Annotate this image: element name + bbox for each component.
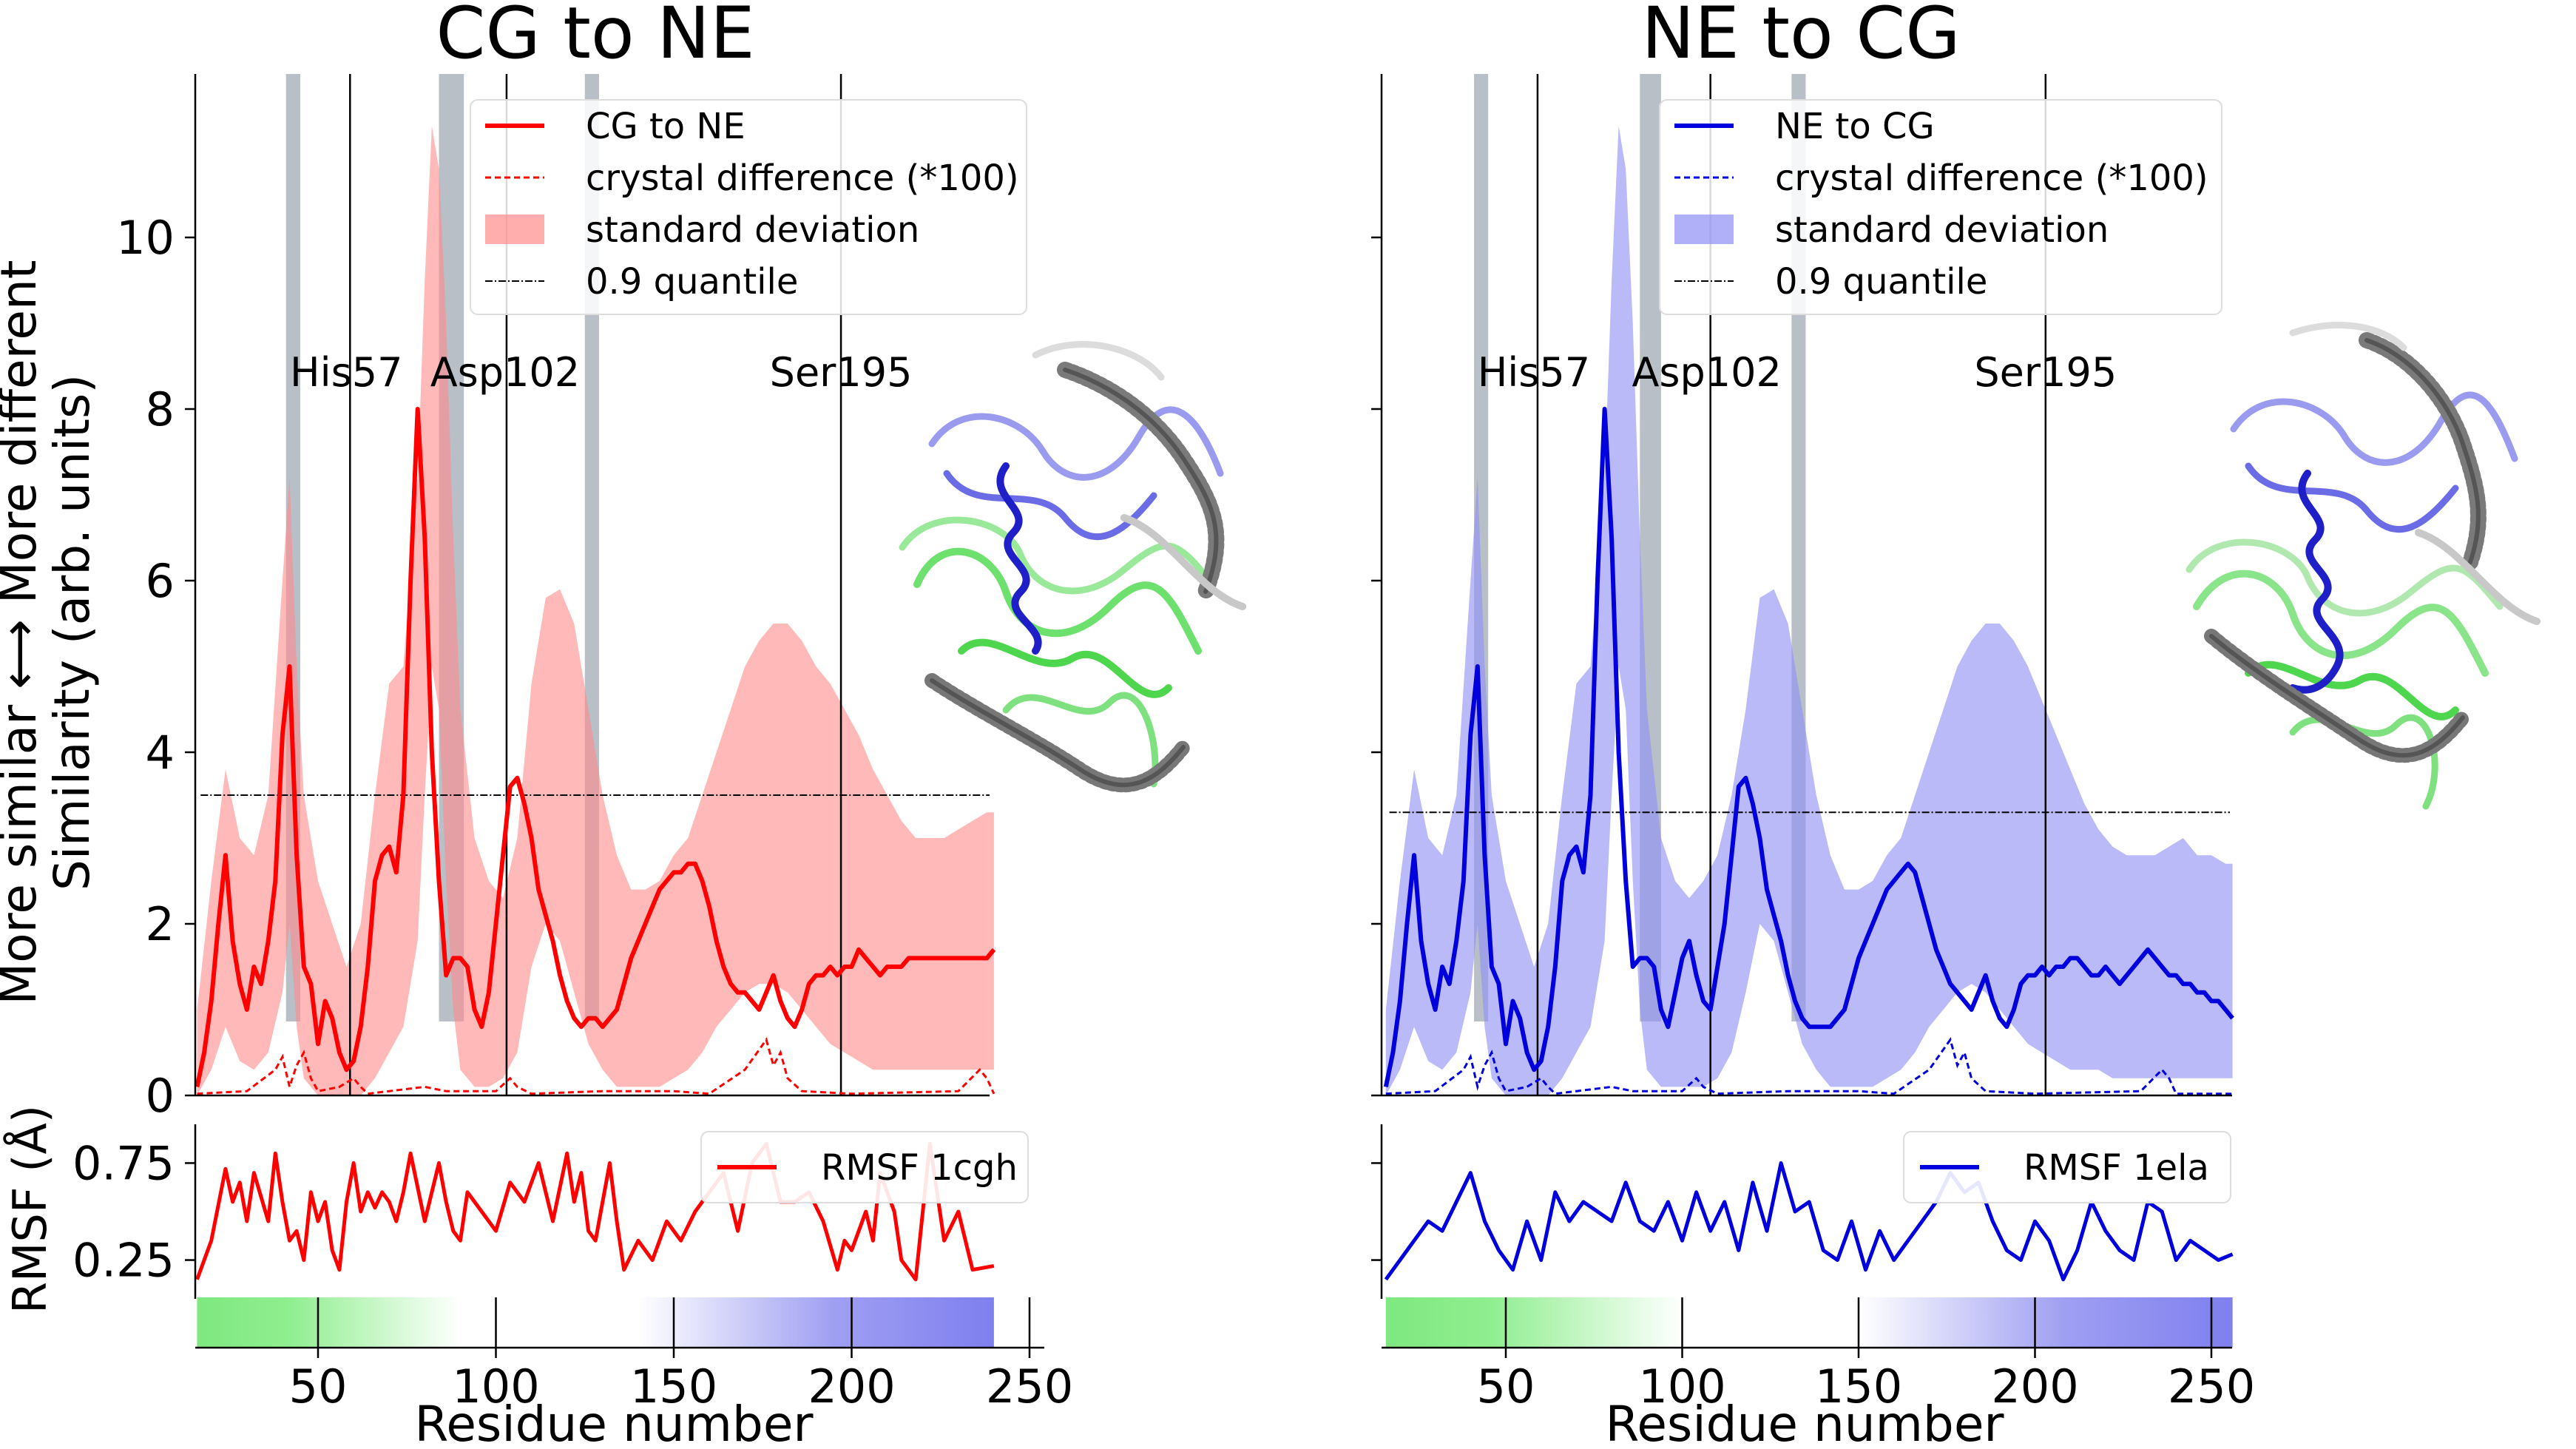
y-tick-label: 4 <box>146 726 175 780</box>
right-x-tick-label: 200 <box>1991 1360 2078 1413</box>
left-similarity-line <box>195 407 996 1088</box>
left-legend-box <box>470 99 1027 315</box>
protein-structure-right <box>2185 322 2540 810</box>
right-legend-band-swatch <box>1674 215 1734 244</box>
right-std-band <box>1385 126 2233 1096</box>
rmsf-y-tick-label: 0.75 <box>72 1136 175 1190</box>
right-colorbar-panel: 50 100 150 200 250 <box>1382 1297 2255 1413</box>
left-rmsf-line <box>195 1141 995 1282</box>
left-x-tick-label: 200 <box>808 1360 895 1413</box>
left-rmsf-legend: RMSF 1cgh <box>700 1131 1029 1203</box>
right-x-tick-label: 50 <box>1477 1360 1535 1413</box>
right-legend-label: standard deviation <box>1775 209 2109 251</box>
main-ylabel-line1: More similar ⟷ More different <box>0 260 47 1004</box>
left-colorbar-panel: 50 100 150 200 250 <box>195 1297 1073 1413</box>
right-xlabel: Residue number <box>1605 1396 2004 1449</box>
right-residue-label: Ser195 <box>1974 349 2117 396</box>
left-x-tick-label: 50 <box>289 1360 348 1413</box>
right-residue-label: Asp102 <box>1632 349 1781 396</box>
right-x-tick-label: 100 <box>1638 1360 1725 1413</box>
right-x-tick-label: 250 <box>2168 1360 2255 1413</box>
left-xlabel: Residue number <box>414 1396 814 1449</box>
right-legend: NE to CG crystal difference (*100) standar… <box>1659 99 2222 315</box>
left-rmsf-legend-box <box>700 1131 1029 1203</box>
left-legend-label: 0.9 quantile <box>586 261 798 303</box>
right-residue-label: His57 <box>1478 349 1590 396</box>
rmsf-y-tick-label: 0.25 <box>72 1234 175 1288</box>
right-blue-gradient <box>1859 1297 2233 1348</box>
left-legend-label: CG to NE <box>586 106 746 147</box>
left-legend-label: crystal difference (*100) <box>586 158 1019 199</box>
right-crystal-diff-line <box>1385 1037 2233 1095</box>
left-rmsf-legend-label: RMSF 1cgh <box>821 1147 1018 1189</box>
right-rmsf-legend-label: RMSF 1ela <box>2024 1147 2209 1189</box>
rmsf-ylabel: RMSF (Å) <box>3 1105 57 1314</box>
y-tick-label: 2 <box>146 897 175 951</box>
y-tick-label: 10 <box>116 211 175 265</box>
left-legend-label: standard deviation <box>586 209 919 251</box>
right-legend-label: 0.9 quantile <box>1775 261 1987 303</box>
right-green-gradient <box>1385 1297 1683 1348</box>
left-x-tick-label: 100 <box>452 1360 539 1413</box>
right-legend-label: crystal difference (*100) <box>1775 158 2208 199</box>
right-rmsf-legend: RMSF 1ela <box>1903 1131 2231 1203</box>
right-title: NE to CG <box>1641 0 1960 75</box>
left-legend-band-swatch <box>485 215 544 244</box>
y-tick-label: 6 <box>146 554 175 608</box>
right-x-tick-label: 150 <box>1815 1360 1902 1413</box>
left-legend: CG to NE crystal difference (*100) standar… <box>470 99 1027 315</box>
left-x-tick-label: 250 <box>986 1360 1073 1413</box>
left-residue-label: Ser195 <box>770 349 913 396</box>
main-ylabel-line2: Similarity (arb. units) <box>44 374 101 891</box>
left-main-panel: His57 Asp102 Ser195 0 2 4 6 8 10 CG to NE crystal … <box>116 74 1027 1123</box>
y-tick-label: 8 <box>146 382 175 436</box>
right-rmsf-legend-box <box>1903 1131 2231 1203</box>
left-rmsf-panel: 0.25 0.75 RMSF 1cgh <box>72 1124 1029 1299</box>
right-main-panel: His57 Asp102 Ser195 NE to CG crystal differe… <box>1371 74 2234 1097</box>
right-legend-box <box>1659 99 2222 315</box>
right-similarity-line <box>1383 407 2234 1088</box>
protein-structure-left <box>899 341 1246 793</box>
left-title: CG to NE <box>436 0 754 75</box>
left-green-gradient <box>197 1297 461 1348</box>
left-residue-label: Asp102 <box>430 349 580 396</box>
y-tick-label: 0 <box>146 1069 175 1123</box>
left-blue-gradient <box>638 1297 994 1348</box>
right-legend-label: NE to CG <box>1775 106 1935 147</box>
left-crystal-diff-line <box>197 1037 995 1095</box>
right-rmsf-panel: RMSF 1ela <box>1371 1124 2234 1299</box>
left-x-tick-label: 150 <box>630 1360 717 1413</box>
left-residue-label: His57 <box>290 349 402 396</box>
